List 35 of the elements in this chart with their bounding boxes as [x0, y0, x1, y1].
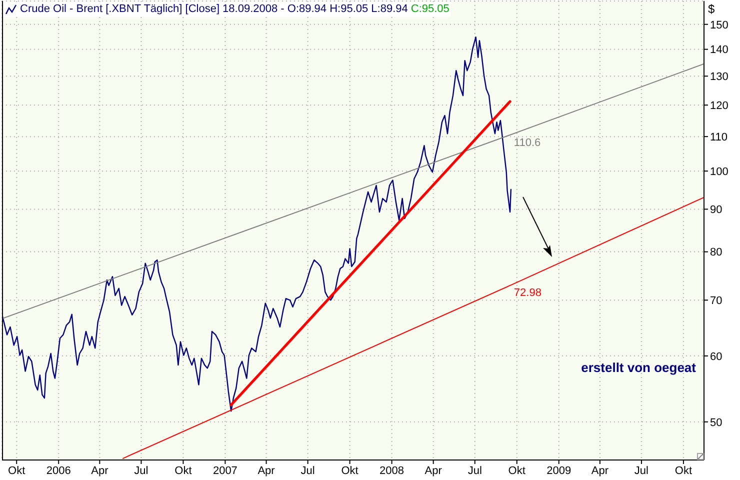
- y-tick-label: 140: [710, 44, 728, 56]
- x-tick-label: Okt: [674, 464, 692, 477]
- x-tick-label: Okt: [508, 464, 526, 477]
- x-tick-label: 2006: [46, 464, 71, 477]
- x-tick-label: Jul: [634, 464, 648, 477]
- x-tick-label: Apr: [424, 464, 442, 477]
- data-label: 110.6: [514, 136, 541, 149]
- y-tick-label: 50: [710, 416, 722, 429]
- x-tick-label: Jul: [468, 464, 482, 477]
- x-tick-label: Okt: [174, 464, 192, 477]
- x-tick-label: Okt: [8, 464, 26, 477]
- data-label: 72.98: [514, 287, 542, 300]
- x-tick-label: Okt: [341, 464, 358, 477]
- y-tick-label: 90: [710, 204, 722, 216]
- annotation: erstellt von oegeat: [581, 360, 696, 375]
- x-tick-label: 2009: [546, 464, 572, 477]
- x-tick-label: Apr: [258, 464, 276, 477]
- y-axis-title: $: [708, 2, 715, 16]
- x-tick-label: Jul: [300, 464, 315, 477]
- y-tick-label: 130: [710, 71, 728, 84]
- x-tick-label: Apr: [91, 464, 109, 477]
- y-tick-label: 120: [710, 100, 728, 112]
- chart-title: Crude Oil - Brent [.XBNT Täglich] [Close] 18.09.2008 - O:89.94 H:95.05 L:89.94: [20, 3, 408, 16]
- y-tick-label: 60: [710, 350, 722, 363]
- x-tick-label: 2007: [212, 464, 238, 477]
- x-tick-label: Jul: [134, 464, 148, 477]
- y-tick-label: 80: [710, 246, 722, 259]
- y-tick-label: 110: [710, 131, 728, 144]
- y-tick-label: 70: [710, 295, 722, 308]
- annotation: C:95.05: [410, 3, 450, 16]
- x-tick-label: 2008: [380, 464, 404, 477]
- y-tick-label: 150: [710, 19, 728, 32]
- y-tick-label: 100: [710, 166, 728, 178]
- line-series: [2, 36, 512, 412]
- x-tick-label: Apr: [591, 464, 609, 477]
